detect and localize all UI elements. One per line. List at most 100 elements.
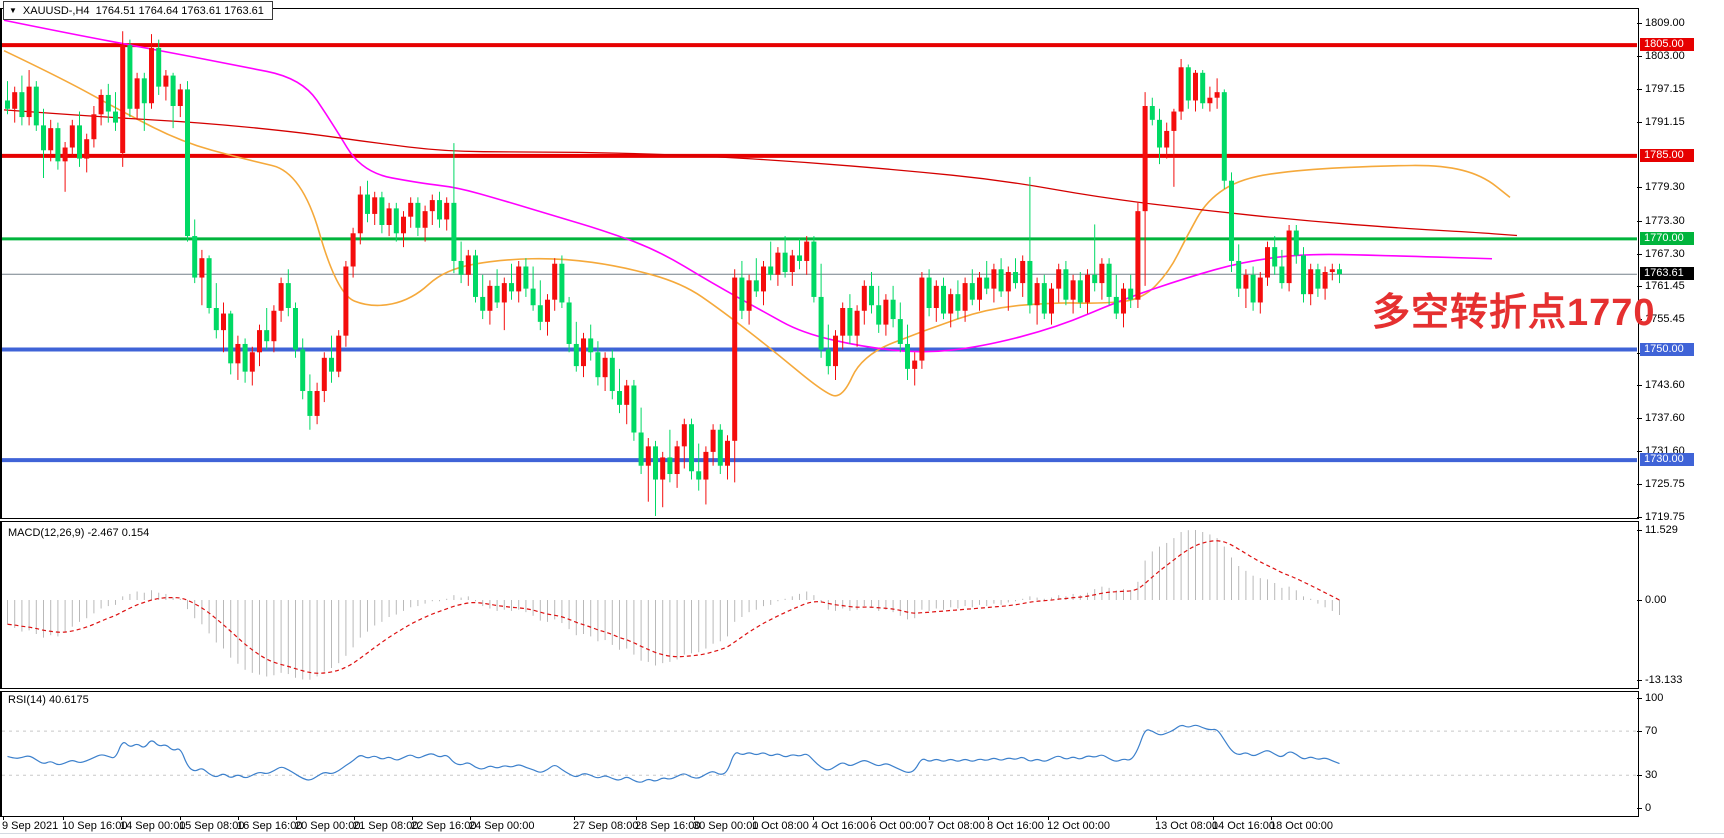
rsi-tick [1637,808,1642,810]
rsi-canvas[interactable] [2,692,1637,814]
rsi-tick [1637,698,1642,699]
time-tick [238,817,239,820]
symbol-info-bar[interactable]: ▼ XAUUSD-,H4 1764.51 1764.64 1763.61 1763… [3,1,273,20]
time-tick-label: 7 Oct 08:00 [928,820,985,832]
ohlc-values: 1764.51 1764.64 1763.61 1763.61 [95,5,264,17]
price-tick [1637,220,1642,222]
time-tick-label: 27 Sep 08:00 [573,820,639,832]
macd-tick-label: 11.529 [1645,524,1678,537]
rsi-tick [1637,731,1642,733]
time-tick-label: 22 Sep 16:00 [411,820,477,832]
price-tick [1637,319,1642,321]
price-tick-label: 1725.75 [1645,477,1685,490]
ma-magenta [3,19,1493,353]
time-tick-label: 18 Oct 00:00 [1270,820,1333,832]
price-tick [1637,352,1642,354]
macd-signal-line [7,540,1340,674]
price-tick [1637,418,1642,420]
time-tick [63,817,64,820]
time-tick [813,817,814,820]
macd-tick-label: -13.133 [1645,673,1683,686]
time-tick-label: 15 Sep 08:00 [179,820,245,832]
time-tick-label: 16 Sep 16:00 [237,820,303,832]
time-tick [121,817,122,820]
time-tick-label: 4 Oct 16:00 [812,820,869,832]
price-tick-label: 1773.30 [1645,214,1685,227]
ma-red [3,109,1518,237]
price-tick [1637,286,1642,288]
time-tick [753,817,754,820]
rsi-tick-label: 30 [1645,769,1658,782]
time-tick-label: 1 Oct 08:00 [752,820,809,832]
time-tick-label: 10 Sep 16:00 [62,820,128,832]
price-tick [1637,88,1642,90]
price-tick-label: 1767.30 [1645,247,1685,260]
collapse-triangle-icon[interactable]: ▼ [9,6,17,15]
macd-canvas[interactable] [2,522,1637,686]
main-chart-panel[interactable] [0,8,1639,519]
time-tick [694,817,695,820]
time-tick [636,817,637,820]
time-tick-label: 21 Sep 08:00 [353,820,419,832]
price-tick-label: 1743.60 [1645,378,1685,391]
price-tick-label: 1803.00 [1645,50,1685,63]
price-tick-label: 1797.15 [1645,82,1685,95]
macd-tick [1637,600,1642,601]
price-tick-label: 1737.60 [1645,412,1685,425]
time-tick-label: 9 Sep 2021 [2,820,59,832]
time-tick [988,817,989,820]
time-tick [1156,817,1157,820]
time-tick [929,817,930,820]
macd-tick [1637,530,1642,532]
rsi-tick [1637,775,1642,777]
time-tick [470,817,471,820]
time-tick-label: 28 Sep 16:00 [635,820,701,832]
price-tick [1637,187,1642,189]
time-tick [1048,817,1049,820]
price-tick-label: 1791.15 [1645,115,1685,128]
macd-tick-label: 0.00 [1645,594,1667,606]
current-price-badge: 1763.61 [1640,267,1694,281]
price-tick [1637,121,1642,123]
ma-orange [3,49,1511,397]
time-tick [3,817,4,820]
price-tick [1637,384,1642,386]
time-tick-label: 8 Oct 16:00 [987,820,1044,832]
rsi-indicator-label: RSI(14) 40.6175 [8,694,89,706]
price-level-badge: 1730.00 [1640,453,1694,467]
price-tick-label: 1761.45 [1645,280,1685,293]
price-tick [1637,56,1642,58]
candlestick-chart-canvas[interactable] [2,9,1637,516]
time-tick-label: 12 Oct 00:00 [1047,820,1110,832]
price-tick [1637,516,1642,518]
price-level-badge: 1770.00 [1640,231,1694,245]
price-tick-label: 1719.75 [1645,510,1685,523]
time-tick [871,817,872,820]
rsi-panel[interactable] [0,691,1639,817]
price-tick [1637,483,1642,485]
rsi-tick-label: 0 [1645,802,1652,815]
time-tick-label: 14 Sep 00:00 [120,820,186,832]
time-tick [412,817,413,820]
rsi-tick-label: 100 [1645,692,1664,704]
time-tick-label: 20 Sep 00:00 [295,820,361,832]
rsi-tick-label: 70 [1645,725,1658,738]
time-tick [180,817,181,820]
time-tick-label: 24 Sep 00:00 [469,820,535,832]
price-tick-label: 1779.30 [1645,181,1685,194]
price-tick-label: 1809.00 [1645,17,1685,29]
candles-layer [5,31,1342,516]
time-tick-label: 14 Oct 16:00 [1212,820,1275,832]
time-tick-label: 13 Oct 08:00 [1155,820,1218,832]
pivot-annotation-text: 多空转折点1770 [1372,292,1656,334]
price-level-badge: 1805.00 [1640,38,1694,52]
symbol-timeframe-label: XAUUSD-,H4 [22,5,90,17]
macd-indicator-label: MACD(12,26,9) -2.467 0.154 [8,527,150,539]
price-tick [1637,451,1642,453]
price-level-badge: 1785.00 [1640,148,1694,162]
time-tick [1213,817,1214,820]
price-tick [1637,253,1642,255]
rsi-line [7,724,1340,783]
macd-panel[interactable] [0,521,1639,689]
time-tick-label: 6 Oct 00:00 [870,820,927,832]
